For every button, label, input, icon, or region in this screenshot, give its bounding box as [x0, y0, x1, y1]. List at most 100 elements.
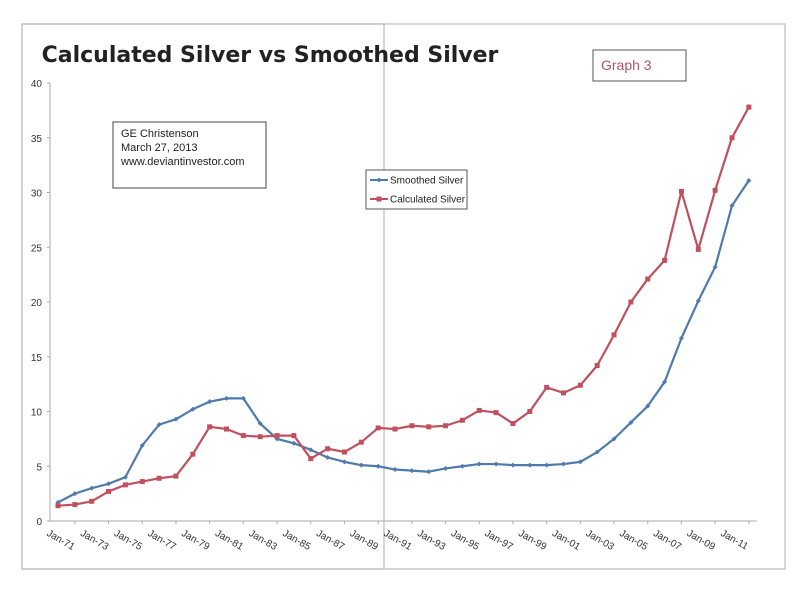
legend-marker-smoothed-silver: [376, 177, 382, 183]
smoothed-silver-point: [544, 462, 550, 468]
calculated-silver-point: [207, 424, 213, 430]
smoothed-silver-point: [392, 467, 398, 473]
smoothed-silver-point: [291, 440, 297, 446]
graph-tag-box: [592, 49, 687, 82]
calculated-silver-point: [577, 382, 583, 388]
smoothed-silver-point: [156, 422, 162, 428]
legend-label-calculated-silver: Calculated Silver: [390, 195, 466, 206]
x-tick-label: Jan-81: [213, 528, 245, 553]
y-tick-label: 25: [31, 243, 43, 254]
smoothed-silver-point: [190, 406, 196, 412]
smoothed-silver-point: [729, 203, 735, 209]
smoothed-silver-point: [561, 461, 566, 467]
x-tick-label: Jan-11: [719, 528, 751, 553]
smoothed-silver-line: [57, 179, 750, 504]
smoothed-silver-point: [645, 403, 651, 409]
smoothed-silver-point: [527, 462, 533, 468]
y-tick-label: 30: [31, 189, 43, 200]
x-tick-label: Jan-83: [247, 528, 279, 553]
chart-frame: [21, 23, 385, 570]
x-tick-label: Jan-01: [550, 528, 582, 553]
smoothed-silver-point: [594, 449, 600, 455]
calculated-silver-point: [594, 363, 600, 369]
smoothed-silver-point: [510, 462, 516, 468]
calculated-silver-point: [55, 503, 61, 509]
calculated-silver-point: [89, 498, 95, 504]
calculated-silver-point: [510, 421, 516, 427]
calculated-silver-line: [57, 106, 750, 507]
x-tick-label: Jan-73: [78, 528, 110, 553]
smoothed-silver-point: [476, 461, 482, 467]
smoothed-silver-point: [628, 419, 634, 425]
smoothed-silver-point: [240, 395, 246, 401]
calculated-silver-point: [392, 426, 398, 432]
calculated-silver-point: [190, 451, 196, 457]
y-tick-label: 5: [36, 462, 42, 473]
smoothed-silver-point: [678, 335, 684, 341]
smoothed-silver-point: [409, 468, 415, 474]
smoothed-silver-point: [695, 298, 701, 304]
smoothed-silver-point: [224, 395, 229, 401]
calculated-silver-point: [628, 299, 634, 305]
x-tick-label: Jan-97: [483, 528, 515, 553]
smoothed-silver-point: [173, 416, 179, 422]
x-tick-label: Jan-05: [617, 528, 649, 553]
calculated-silver-point: [561, 390, 566, 396]
x-tick-label: Jan-03: [584, 528, 616, 553]
legend-label-smoothed-silver: Smoothed Silver: [390, 176, 464, 187]
calculated-silver-point: [645, 276, 651, 282]
calculated-silver-point: [291, 433, 297, 439]
smoothed-silver-point: [358, 462, 364, 468]
smoothed-silver-point: [122, 474, 128, 480]
calculated-silver-point: [662, 257, 668, 263]
smoothed-silver-point: [712, 264, 718, 270]
smoothed-silver-point: [459, 463, 465, 469]
chart-border: [21, 23, 786, 570]
calculated-silver-point: [544, 384, 550, 390]
x-tick-label: Jan-09: [685, 528, 717, 553]
smoothed-silver-point: [72, 491, 78, 497]
calculated-silver-point: [712, 187, 718, 193]
x-tick-label: Jan-93: [415, 528, 447, 553]
calculated-silver-point: [409, 423, 415, 429]
annotation-site: www.deviantinvestor.com: [120, 156, 245, 168]
smoothed-silver-point: [577, 459, 583, 465]
x-tick-label: Jan-75: [112, 528, 144, 553]
calculated-silver-point: [274, 433, 280, 439]
y-tick-label: 40: [31, 79, 43, 90]
chart-title: Calculated Silver vs Smoothed Silver: [42, 43, 499, 68]
smoothed-silver-point: [493, 461, 499, 467]
calculated-silver-point: [476, 407, 482, 413]
smoothed-silver-point: [308, 447, 314, 453]
calculated-silver-point: [173, 473, 179, 479]
calculated-silver-point: [240, 433, 246, 439]
calculated-silver-point: [341, 449, 347, 455]
calculated-silver-point: [527, 409, 533, 414]
calculated-silver-point: [493, 410, 499, 416]
calculated-silver-point: [106, 488, 112, 494]
calculated-silver-point: [729, 135, 735, 141]
x-tick-label: Jan-87: [314, 528, 346, 553]
smoothed-silver-point: [89, 485, 95, 491]
smoothed-silver-point: [106, 481, 112, 487]
calculated-silver-point: [358, 439, 364, 445]
x-tick-label: Jan-79: [179, 528, 211, 553]
smoothed-silver-point: [207, 399, 213, 405]
smoothed-silver-point: [375, 463, 381, 469]
x-tick-label: Jan-77: [146, 528, 178, 553]
annotation-author: GE Christenson: [121, 128, 199, 140]
calculated-silver-point: [257, 434, 263, 440]
smoothed-silver-point: [426, 469, 432, 475]
x-tick-label: Jan-71: [45, 528, 77, 553]
calculated-silver-point: [139, 479, 145, 485]
calculated-silver-point: [325, 446, 331, 452]
calculated-silver-point: [611, 332, 617, 338]
y-tick-label: 20: [31, 298, 43, 309]
legend-marker-calculated-silver: [376, 196, 382, 202]
calculated-silver-point: [122, 482, 128, 488]
smoothed-silver-point: [611, 436, 617, 442]
smoothed-silver-point: [325, 454, 331, 460]
calculated-silver-point: [72, 502, 78, 508]
graph-tag: Graph 3: [601, 57, 652, 73]
